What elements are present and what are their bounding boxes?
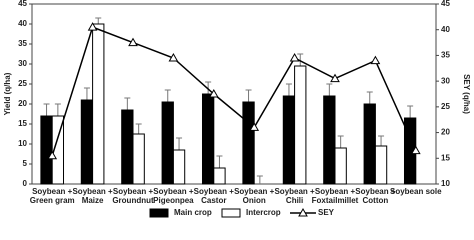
- error-bar: [285, 83, 292, 96]
- y-tick-label: 5: [23, 159, 28, 168]
- error-bar: [54, 103, 61, 116]
- bar: [363, 103, 376, 185]
- bar: [294, 65, 307, 185]
- x-tick-label: Green gram: [30, 196, 75, 205]
- x-tick-label: Cotton: [363, 196, 389, 205]
- legend-marker: [298, 207, 308, 217]
- bar: [201, 93, 215, 185]
- legend-swatch: [221, 208, 241, 218]
- x-tick-label: Castor: [201, 196, 226, 205]
- y-tick-label: 15: [18, 119, 27, 128]
- legend-swatch: [149, 208, 169, 218]
- y2-tick-label: 35: [441, 51, 450, 60]
- bar: [161, 101, 174, 185]
- x-tick-label: Onion: [243, 196, 266, 205]
- marker: [370, 55, 381, 65]
- plot-frame: [31, 3, 437, 185]
- marker: [410, 145, 421, 155]
- error-bar: [83, 87, 90, 100]
- y-tick-label: 0: [23, 179, 28, 188]
- error-bar: [135, 123, 142, 134]
- bar: [334, 147, 347, 185]
- legend-label: Main crop: [174, 208, 212, 217]
- y-tick-label: 40: [18, 19, 27, 28]
- y2-tick-label: 15: [441, 153, 450, 162]
- bar: [374, 145, 388, 185]
- legend-label: SEY: [318, 208, 335, 217]
- y2-tick-label: 45: [441, 0, 450, 8]
- bar: [172, 149, 186, 185]
- bar: [51, 115, 65, 185]
- y2-tick-label: 20: [441, 128, 450, 137]
- marker: [249, 122, 260, 131]
- error-bar: [366, 91, 373, 104]
- chart: Yield (q/ha) SEY (q/ha) 0 5 10 15 20 25 30 35 40…: [3, 0, 471, 218]
- error-bar: [176, 137, 183, 150]
- y2-tick-label: 25: [441, 102, 450, 111]
- bar: [282, 95, 296, 185]
- x-tick-label: Maize: [82, 196, 104, 205]
- y2-tick-label: 30: [441, 76, 450, 85]
- x-tick-label: Soybean +: [315, 187, 356, 196]
- marker: [289, 52, 300, 62]
- error-bar: [297, 53, 304, 66]
- error-bar: [245, 89, 252, 102]
- bar: [80, 99, 94, 185]
- marker: [208, 88, 219, 98]
- x-tick-label: Soybean +: [72, 187, 113, 196]
- y-tick-label: 35: [18, 39, 27, 48]
- error-bar: [407, 105, 414, 118]
- legend-label: Intercrop: [246, 208, 281, 217]
- marker: [168, 52, 179, 62]
- x-tick-label: Soybean +: [32, 187, 73, 196]
- x-tick-label: Groundnut: [112, 196, 154, 205]
- x-tick-label: Soybean +: [274, 187, 315, 196]
- y2-axis-title: SEY (q/ha): [462, 74, 471, 114]
- line: [51, 26, 417, 156]
- x-tick-label: Chili: [286, 196, 303, 205]
- y-tick-label: 45: [18, 0, 27, 8]
- y-tick-label: 30: [18, 59, 27, 68]
- y-tick-label: 20: [18, 99, 27, 108]
- y2-tick-label: 40: [441, 25, 450, 34]
- marker: [330, 73, 340, 83]
- y-axis-title: Yield (q/ha): [3, 72, 12, 115]
- error-bar: [216, 155, 223, 168]
- x-tick-label: Foxtailmillet: [312, 196, 359, 205]
- bar: [213, 167, 226, 185]
- error-bar: [378, 135, 385, 146]
- error-bar: [95, 17, 102, 24]
- marker: [87, 22, 98, 31]
- bar: [323, 95, 336, 185]
- y2-tick-label: 10: [441, 179, 450, 188]
- y-tick-label: 25: [18, 79, 27, 88]
- bar: [132, 133, 145, 185]
- x-tick-label: Soybean +: [234, 187, 275, 196]
- x-tick-label: Soybean +: [153, 187, 194, 196]
- error-bar: [326, 83, 333, 96]
- x-tick-label: Soybean +: [194, 187, 235, 196]
- error-bar: [337, 135, 344, 148]
- x-tick-label: Soybean sole: [390, 187, 442, 196]
- bar: [121, 109, 134, 185]
- error-bar: [164, 89, 171, 102]
- marker: [47, 150, 58, 160]
- x-tick-label: Pigeonpea: [153, 196, 194, 205]
- x-tick-label: Soybean +: [355, 187, 396, 196]
- y-tick-label: 10: [18, 139, 27, 148]
- marker: [128, 37, 138, 47]
- error-bar: [43, 103, 50, 116]
- error-bar: [256, 175, 263, 184]
- error-bar: [124, 97, 131, 110]
- bar: [92, 23, 105, 185]
- x-tick-label: Soybean +: [113, 187, 154, 196]
- bar: [242, 101, 255, 185]
- bar: [40, 115, 53, 185]
